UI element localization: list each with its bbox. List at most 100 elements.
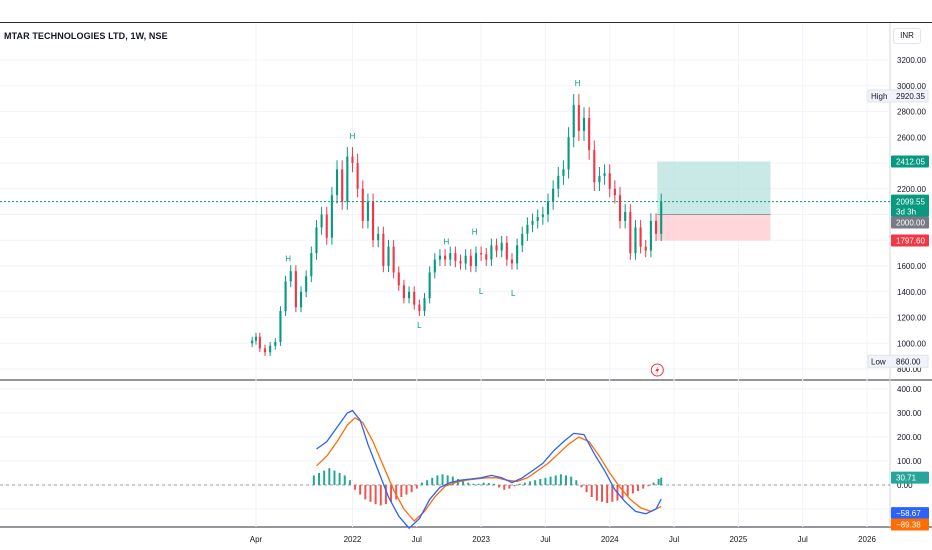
candle-body <box>408 291 411 299</box>
candle-body <box>536 217 539 221</box>
high-value: 2920.35 <box>896 92 925 101</box>
time-tick-label: Jul <box>669 535 679 544</box>
candle-body <box>279 311 282 342</box>
stop-zone[interactable] <box>657 214 771 241</box>
histogram-bar <box>462 481 465 485</box>
histogram-bar <box>544 477 547 485</box>
candle-body <box>310 253 313 277</box>
histogram-bar <box>549 476 552 485</box>
candle-body <box>598 175 601 183</box>
macd-tick-label: 0.00 <box>897 481 913 490</box>
histogram-bar <box>312 475 315 485</box>
candle-body <box>608 173 611 189</box>
histogram-bar <box>333 470 336 485</box>
price-tick-label: 2200.00 <box>897 185 926 194</box>
candle-body <box>361 188 364 221</box>
time-tick-label: 2026 <box>858 535 876 544</box>
histogram-badge: 30.71 <box>896 474 917 483</box>
macd-tick-label: 300.00 <box>897 409 922 418</box>
histogram-bar <box>472 483 475 485</box>
histogram-bar <box>606 485 609 503</box>
symbol-title: MTAR TECHNOLOGIES LTD, 1W, NSE <box>4 31 168 41</box>
time-tick-label: 2025 <box>729 535 747 544</box>
price-tick-label: 2600.00 <box>897 133 926 142</box>
time-tick-label: 2024 <box>601 535 619 544</box>
pivot-label-h: H <box>285 254 291 263</box>
candle-body <box>505 242 508 260</box>
currency-selector[interactable]: INR <box>893 28 921 44</box>
position-zones[interactable] <box>657 161 771 241</box>
candle-body <box>315 227 318 254</box>
signal-badge: −89.38 <box>896 520 921 529</box>
histogram-bar <box>611 485 614 502</box>
candle-body <box>254 336 258 341</box>
histogram-bar <box>565 475 568 485</box>
candle-body <box>382 233 385 266</box>
histogram-bar <box>405 485 408 495</box>
candle-body <box>325 214 328 238</box>
entry-badge-bg <box>891 216 929 229</box>
candle-body <box>289 271 292 282</box>
histogram-bar <box>318 473 321 485</box>
candle-body <box>330 195 333 238</box>
candle-body <box>258 336 261 349</box>
candle-body <box>500 242 503 251</box>
histogram-bar <box>348 480 351 485</box>
candle-body <box>464 255 467 264</box>
candle-body <box>428 272 431 299</box>
histogram-badge-bg <box>891 471 929 484</box>
histogram-bar <box>585 485 588 493</box>
candle-body <box>546 201 550 215</box>
histogram-bar <box>637 485 640 491</box>
histogram-bar <box>528 481 531 485</box>
target-badge: 2412.05 <box>896 157 925 166</box>
candle-body <box>438 255 442 260</box>
candle-body <box>562 169 565 176</box>
candle-body <box>263 348 267 353</box>
price-tick-label: 1000.00 <box>897 339 926 348</box>
pivot-label-h: H <box>575 79 581 88</box>
histogram-bar <box>523 482 526 485</box>
candle-body <box>387 246 390 266</box>
candle-body <box>510 259 514 264</box>
pivot-label-l: L <box>479 287 484 296</box>
histogram-bar <box>467 482 470 485</box>
candle-body <box>418 304 421 312</box>
high-label: High <box>871 92 887 101</box>
candle-body <box>474 253 478 266</box>
candle-body <box>613 188 616 196</box>
pivot-labels: H H L H L H L H <box>285 79 580 330</box>
candle-body <box>634 227 637 254</box>
signal-line <box>316 416 662 522</box>
pivot-label-l: L <box>511 289 516 298</box>
histogram-bar <box>431 477 434 485</box>
histogram-bar <box>534 480 537 485</box>
candle-body <box>660 201 663 234</box>
candle-body <box>341 169 344 202</box>
signal-badge-bg <box>891 518 929 531</box>
last-price-badge-bg <box>891 194 929 217</box>
histogram-bar <box>359 485 362 495</box>
candle-body <box>356 163 359 189</box>
time-tick-label: 2022 <box>344 535 362 544</box>
countdown-badge: 3d 3h <box>896 208 916 217</box>
histogram-bar <box>660 477 663 485</box>
candle-body <box>305 276 308 292</box>
histogram-bar <box>513 485 516 487</box>
stop-badge-bg <box>891 234 929 247</box>
histogram-bar <box>657 479 660 485</box>
histogram-bar <box>420 482 423 485</box>
pivot-label-l: L <box>417 321 422 330</box>
histogram-bar <box>570 476 573 485</box>
target-zone[interactable] <box>657 161 771 215</box>
candle-body <box>413 291 416 305</box>
time-tick-label: Jul <box>798 535 808 544</box>
candle-body <box>459 260 462 264</box>
candle-body <box>567 137 570 170</box>
histogram-bar <box>426 480 429 485</box>
price-tick-label: 3000.00 <box>897 82 926 91</box>
candle-body <box>423 298 426 312</box>
candle-body <box>639 227 642 247</box>
